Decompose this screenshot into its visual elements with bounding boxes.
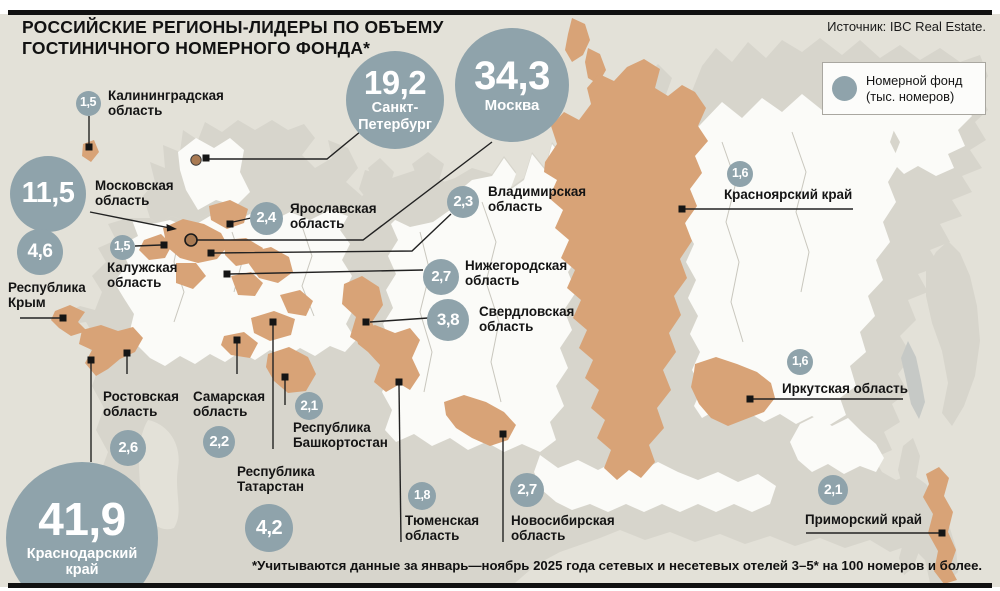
label-yaroslavl: Ярославская область <box>290 201 377 231</box>
bubble-kaluga: 1,5 <box>109 234 135 260</box>
map-canvas: РОССИЙСКИЕ РЕГИОНЫ-ЛИДЕРЫ ПО ОБЪЕМУ ГОСТ… <box>0 14 1000 587</box>
region-kaluga-shape <box>139 234 172 260</box>
bubble-krasnoyarsk: 1,6 <box>727 161 753 187</box>
label-crimea: Республика Крым <box>8 280 86 310</box>
label-samara: Самарская область <box>193 389 266 419</box>
region-tyumen-shape <box>355 325 420 392</box>
bubble-spb: 19,2 Санкт- Петербург <box>346 51 444 149</box>
region-krasnoyarsk-shape <box>544 59 708 480</box>
region-bashkortostan-shape <box>266 347 316 393</box>
bubble-primorsky: 2,1 <box>818 475 848 505</box>
bubble-yaroslavl: 2,4 <box>249 201 283 235</box>
label-krasnoyarsk: Красноярский край <box>724 187 853 202</box>
region-south-of-moscow-shape <box>176 263 206 289</box>
sakhalin-shape <box>897 438 922 575</box>
label-novosibirsk: Новосибирская область <box>511 513 615 543</box>
legend-box: Номерной фонд (тыс. номеров) <box>822 62 986 115</box>
label-sverdlovsk: Свердловская область <box>479 304 575 334</box>
arrowhead-moscow-oblast <box>166 224 177 232</box>
bubble-novosibirsk: 2,7 <box>510 473 544 507</box>
spb-dot <box>190 154 202 166</box>
region-primorsky-shape <box>923 467 957 584</box>
bubble-tyumen: 1,8 <box>408 482 436 510</box>
label-kaluga: Калужская область <box>107 260 178 290</box>
legend-bubble-icon <box>832 76 857 101</box>
bubble-vladimir: 2,3 <box>447 186 479 218</box>
connector-lines <box>20 116 939 543</box>
label-nizhny-novgorod: Нижегородская область <box>465 258 568 288</box>
top-rule <box>8 10 992 15</box>
novaya-zemlya-1 <box>565 18 590 62</box>
bottom-rule <box>8 583 992 588</box>
region-krasnodar-rostov-shape <box>79 325 143 376</box>
bubble-irkutsk: 1,6 <box>787 349 813 375</box>
title-line-2: ГОСТИНИЧНОГО НОМЕРНОГО ФОНДА* <box>22 38 371 58</box>
region-novosibirsk-shape <box>444 395 516 446</box>
bubble-rostov: 2,6 <box>110 430 146 466</box>
kamchatka-shape <box>926 241 980 426</box>
footnote: *Учитываются данные за январь—ноябрь 202… <box>252 558 983 573</box>
label-tyumen: Тюменская область <box>405 513 480 543</box>
page-title: РОССИЙСКИЕ РЕГИОНЫ-ЛИДЕРЫ ПО ОБЪЕМУ ГОСТ… <box>22 17 444 59</box>
label-bashkortostan: Республика Башкортостан <box>293 420 388 450</box>
label-primorsky: Приморский край <box>805 512 923 527</box>
label-kaliningrad: Калининградская область <box>108 88 224 118</box>
bubble-sverdlovsk: 3,8 <box>427 299 469 341</box>
region-extra-1 <box>231 272 263 296</box>
lake-baikal <box>901 341 925 419</box>
bubble-moscow-oblast: 11,5 <box>10 156 86 232</box>
region-irkutsk-shape <box>691 357 775 426</box>
map-markers <box>59 143 946 537</box>
bubble-samara: 2,2 <box>203 426 235 458</box>
bubble-bashkortostan: 2,1 <box>295 392 323 420</box>
bubble-kaliningrad: 1,5 <box>75 90 101 116</box>
label-irkutsk: Иркутская область <box>782 381 908 396</box>
bubble-moscow: 34,3 Москва <box>455 28 569 142</box>
north-gray-region <box>359 170 459 227</box>
label-vladimir: Владимирская область <box>488 184 587 214</box>
legend-label: Номерной фонд (тыс. номеров) <box>866 73 963 104</box>
region-yaroslavl-shape <box>209 200 248 229</box>
bubble-nizhny-novgorod: 2,7 <box>423 259 459 295</box>
bubble-crimea: 4,6 <box>17 229 63 275</box>
region-samara-shape <box>221 332 258 358</box>
source-credit: Источник: IBC Real Estate. <box>827 19 986 34</box>
title-line-1: РОССИЙСКИЕ РЕГИОНЫ-ЛИДЕРЫ ПО ОБЪЕМУ <box>22 17 444 37</box>
moscow-dot <box>184 233 198 247</box>
bubble-tatarstan: 4,2 <box>245 504 293 552</box>
label-rostov: Ростовская область <box>103 389 179 419</box>
label-tatarstan: Республика Татарстан <box>237 464 315 494</box>
bubble-krasnodar: 41,9 Краснодарский край <box>6 462 158 587</box>
region-extra-2 <box>280 290 313 316</box>
region-crimea-shape <box>51 305 87 336</box>
label-moscow-oblast: Московская область <box>95 178 174 208</box>
